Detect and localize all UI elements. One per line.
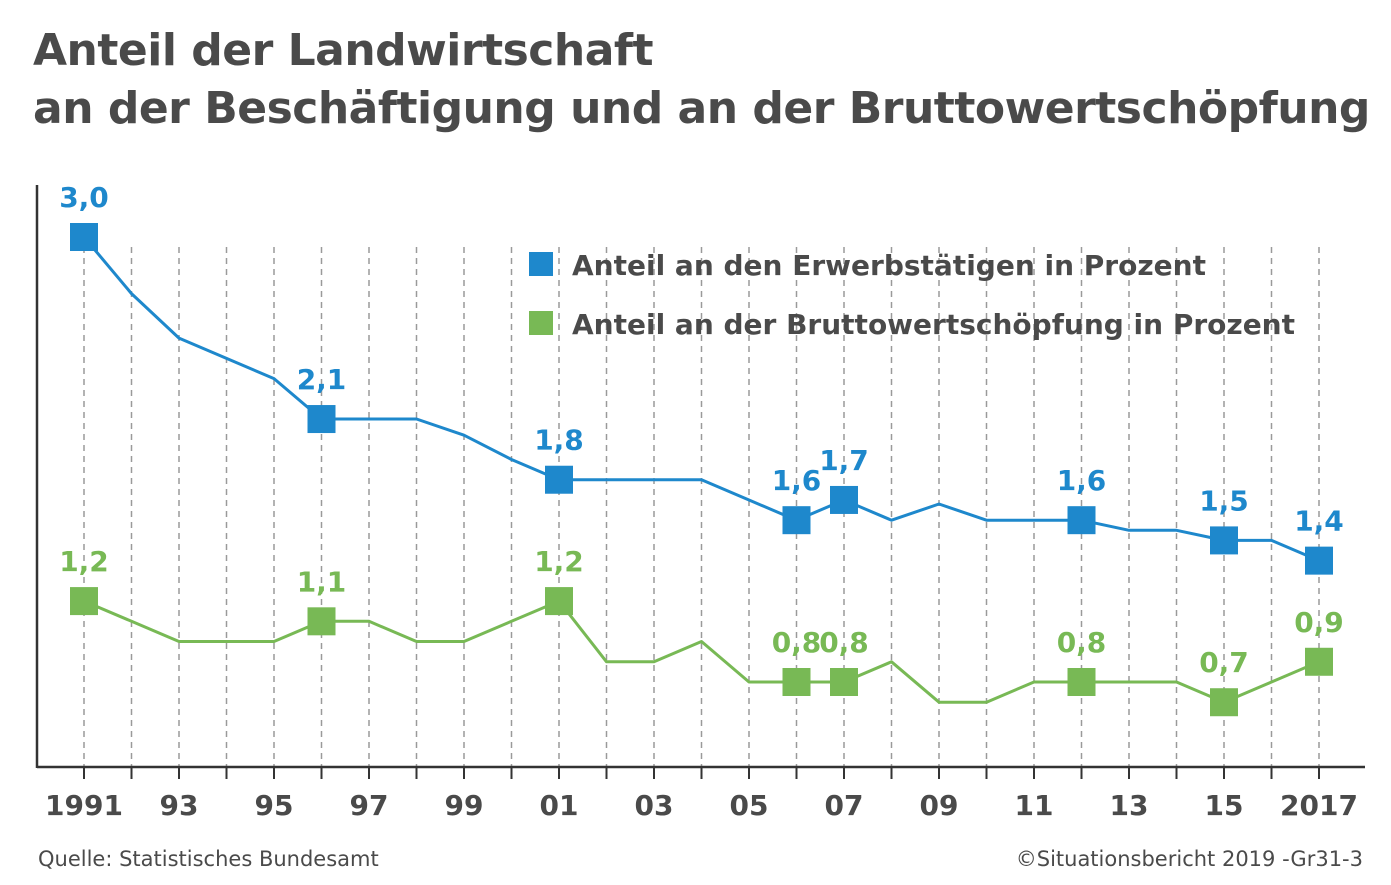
data-point-marker <box>830 485 858 514</box>
x-tick-label: 2017 <box>1280 789 1358 822</box>
x-tick-label: 05 <box>730 789 769 822</box>
data-label: 0,7 <box>1199 646 1249 679</box>
data-point-marker <box>307 607 336 636</box>
data-point-marker <box>1305 546 1333 575</box>
data-label: 3,0 <box>59 181 109 214</box>
data-point-marker <box>782 668 811 696</box>
data-label: 1,6 <box>1057 464 1107 497</box>
copyright-note: ©Situationsbericht 2019 -Gr31-3 <box>1015 847 1363 871</box>
x-tick-label: 09 <box>920 789 959 822</box>
data-point-marker <box>70 223 98 251</box>
series-line-1 <box>82 236 1320 562</box>
x-tick-label: 11 <box>1015 789 1054 822</box>
data-point-marker <box>1210 526 1238 555</box>
data-point-marker <box>545 465 573 494</box>
data-label: 1,2 <box>59 545 109 578</box>
x-tick-label: 01 <box>540 789 579 822</box>
data-point-marker <box>830 668 858 696</box>
data-point-marker <box>1305 647 1333 676</box>
legend-swatch <box>529 311 553 335</box>
x-tick-label: 93 <box>160 789 199 822</box>
data-label: 1,8 <box>534 424 584 457</box>
data-label: 1,2 <box>534 545 584 578</box>
x-tick-label: 03 <box>635 789 674 822</box>
data-point-marker <box>70 587 98 616</box>
x-tick-label: 07 <box>825 789 864 822</box>
x-tick-label: 97 <box>350 789 389 822</box>
source-note: Quelle: Statistisches Bundesamt <box>38 847 379 871</box>
legend-swatch <box>529 252 553 276</box>
data-label: 0,8 <box>772 626 822 659</box>
data-label: 1,4 <box>1294 505 1344 538</box>
data-label: 1,5 <box>1199 484 1249 517</box>
x-tick-label: 13 <box>1110 789 1149 822</box>
data-point-marker <box>545 587 573 616</box>
data-label: 1,6 <box>772 464 822 497</box>
chart-title: Anteil der Landwirtschaft an der Beschäf… <box>33 22 1370 138</box>
data-point-marker <box>307 405 336 434</box>
data-point-marker <box>1210 688 1238 717</box>
data-label: 2,1 <box>297 363 347 396</box>
data-label: 0,8 <box>1057 626 1107 659</box>
x-tick-label: 95 <box>255 789 294 822</box>
data-label: 1,1 <box>297 565 347 598</box>
data-point-marker <box>782 506 811 535</box>
x-tick-label: 15 <box>1205 789 1244 822</box>
data-label: 1,7 <box>819 444 869 477</box>
legend-label: Anteil an der Bruttowertschöpfung in Pro… <box>572 308 1295 341</box>
data-point-marker <box>1067 506 1096 535</box>
x-tick-label: 1991 <box>45 789 123 822</box>
data-label: 0,9 <box>1294 606 1344 639</box>
x-tick-label: 99 <box>445 789 484 822</box>
data-point-marker <box>1067 668 1096 696</box>
chart-title-line-2: an der Beschäftigung und an der Bruttowe… <box>33 83 1370 134</box>
legend-label: Anteil an den Erwerbstätigen in Prozent <box>572 249 1206 282</box>
data-label: 0,8 <box>819 626 869 659</box>
series-line-2 <box>83 599 1320 704</box>
chart-title-line-1: Anteil der Landwirtschaft <box>33 25 654 76</box>
